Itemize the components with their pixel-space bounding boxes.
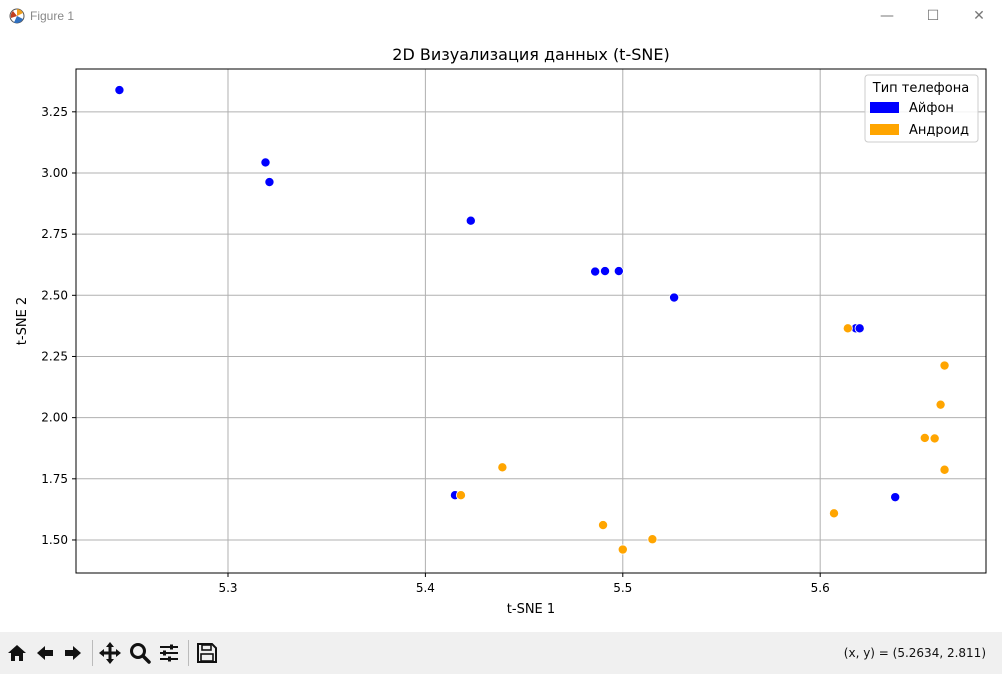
scatter-point-android [617,544,628,555]
x-tick-label: 5.6 [811,581,830,595]
scatter-point-android [935,399,946,410]
scatter-point-android [829,508,840,519]
x-axis-label: t-SNE 1 [507,602,555,617]
y-tick-label: 3.00 [41,166,68,180]
pan-icon[interactable] [97,640,123,666]
scatter-point-iphone [260,157,271,168]
legend-label-android: Андроид [909,123,969,138]
scatter-point-iphone [854,323,865,334]
scatter-point-android [497,462,508,473]
y-tick-label: 1.75 [41,472,68,486]
x-tick-label: 5.5 [613,581,632,595]
cursor-coordinates: (x, y) = (5.2634, 2.811) [843,646,986,660]
scatter-point-iphone [114,85,125,96]
close-button[interactable]: ✕ [973,8,985,24]
scatter-point-iphone [669,292,680,303]
maximize-button[interactable]: ☐ [926,8,940,24]
navigation-toolbar: (x, y) = (5.2634, 2.811) [0,632,1002,674]
figure-canvas[interactable]: 5.3 5.4 5.5 5.6 1.50 1.75 2.00 2.25 2.50 2.75 3.00… [0,32,1002,631]
legend-title: Тип телефона [872,81,969,96]
scatter-point-iphone [465,215,476,226]
scatter-point-iphone [613,266,624,277]
toolbar-separator [188,640,189,666]
scatter-point-android [842,323,853,334]
legend-label-iphone: Айфон [909,101,954,116]
axes-frame [75,68,987,574]
scatter-point-iphone [590,266,601,277]
y-tick-label: 2.00 [41,411,68,425]
scatter-point-android [929,433,940,444]
forward-icon[interactable] [60,640,86,666]
home-icon[interactable] [4,640,30,666]
scatter-point-android [939,464,950,475]
y-tick-label: 2.75 [41,227,68,241]
y-tick-label: 2.50 [41,288,68,302]
y-axis-label: t-SNE 2 [15,297,30,345]
minimize-button[interactable]: — [880,8,894,24]
chart-title: 2D Визуализация данных (t-SNE) [392,45,669,64]
y-tick-label: 1.50 [41,533,68,547]
scatter-point-android [939,360,950,371]
scatter-point-iphone [890,492,901,503]
scatter-point-android [647,534,658,545]
save-icon[interactable] [194,640,220,666]
toolbar-separator [92,640,93,666]
scatter-point-android [919,432,930,443]
legend-swatch-android [870,124,899,135]
x-tick-label: 5.3 [218,581,237,595]
configure-icon[interactable] [156,640,182,666]
back-icon[interactable] [32,640,58,666]
window-title: Figure 1 [30,9,75,23]
x-tick-label: 5.4 [416,581,435,595]
scatter-point-android [598,520,609,531]
scatter-point-iphone [600,266,611,277]
scatter-point-iphone [264,177,275,188]
scatter-point-android [455,490,466,501]
legend-swatch-iphone [870,102,899,113]
window-titlebar: Figure 1 — ☐ ✕ [0,0,1002,32]
zoom-icon[interactable] [127,640,153,666]
scatter-chart[interactable]: 5.3 5.4 5.5 5.6 1.50 1.75 2.00 2.25 2.50 2.75 3.00… [0,32,1002,631]
legend: Тип телефона Айфон Андроид [864,74,979,143]
matplotlib-app-icon [9,8,25,24]
y-tick-label: 2.25 [41,349,68,363]
y-tick-label: 3.25 [41,105,68,119]
